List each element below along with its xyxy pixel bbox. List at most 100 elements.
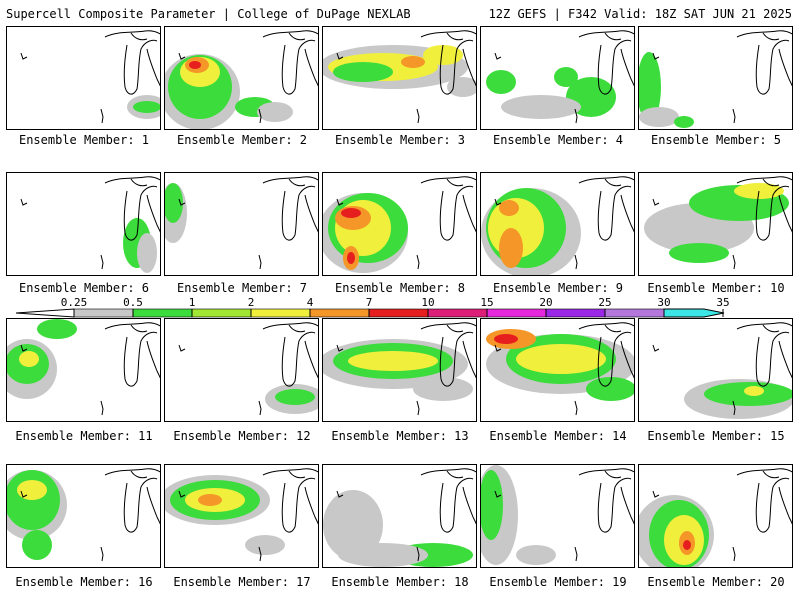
coast-mark [416, 400, 420, 416]
panel-label: Ensemble Member: 3 [334, 133, 466, 147]
ensemble-map-panel [638, 464, 793, 568]
lake-outline [604, 324, 622, 333]
ensemble-map-panel [322, 318, 477, 422]
colorbar-tick-label: 25 [598, 296, 611, 309]
map-canvas [486, 322, 634, 416]
coast-mark [258, 400, 262, 416]
ensemble-map-panel [6, 318, 161, 422]
scp-contour [323, 490, 383, 560]
panel-label: Ensemble Member: 6 [18, 281, 150, 295]
colorbar-segment [545, 308, 606, 318]
coast-mark [574, 546, 578, 562]
lake-outline [620, 340, 634, 379]
map-canvas [165, 176, 318, 270]
coast-mark [732, 254, 736, 270]
scp-contour [499, 228, 523, 268]
scp-contour [275, 389, 315, 405]
lake-outline [123, 331, 158, 387]
coast-mark [652, 52, 660, 60]
colorbar-tick-label: 35 [716, 296, 729, 309]
coast-mark [100, 546, 104, 562]
colorbar-segment [250, 308, 311, 318]
lake-outline [281, 331, 316, 387]
lake-outline [304, 48, 318, 87]
coast-mark [652, 344, 660, 352]
scp-contour [22, 530, 52, 560]
scp-contour [198, 494, 222, 506]
lake-outline [439, 331, 474, 387]
lake-outline [130, 324, 148, 333]
colorbar-below-arrow [15, 308, 75, 318]
coast-mark [416, 254, 420, 270]
map-canvas [7, 468, 160, 562]
map-canvas [639, 468, 792, 567]
scp-contour [245, 535, 285, 555]
lake-outline [146, 194, 160, 233]
coast-mark [416, 108, 420, 124]
scp-contour [338, 543, 428, 567]
map-canvas [323, 322, 476, 416]
lake-outline [736, 30, 792, 38]
map-canvas [7, 319, 160, 416]
scp-contour [481, 470, 503, 540]
lake-outline [462, 340, 476, 379]
coast-mark [100, 108, 104, 124]
scp-contour [19, 351, 39, 367]
lake-outline [597, 477, 632, 533]
map-title: Supercell Composite Parameter | College … [6, 7, 411, 21]
colorbar-segment [427, 308, 488, 318]
lake-outline [578, 322, 634, 330]
scp-contour [17, 480, 47, 500]
coast-mark [258, 108, 262, 124]
colorbar-segment [132, 308, 193, 318]
lake-outline [604, 178, 622, 187]
lake-outline [762, 178, 780, 187]
panel-label: Ensemble Member: 16 [15, 575, 153, 589]
lake-outline [439, 477, 474, 533]
lake-outline [755, 185, 790, 241]
lake-outline [778, 48, 792, 87]
colorbar-segment [368, 308, 429, 318]
lake-outline [620, 48, 634, 87]
panel-label: Ensemble Member: 1 [18, 133, 150, 147]
coast-mark [258, 254, 262, 270]
ensemble-map-panel [164, 172, 319, 276]
scp-contour [423, 45, 463, 65]
lake-outline [420, 468, 476, 476]
lake-outline [446, 470, 464, 479]
colorbar-tick-label: 0.25 [61, 296, 88, 309]
colorbar-segment [663, 308, 725, 318]
panel-label: Ensemble Member: 13 [331, 429, 469, 443]
scp-contour [744, 386, 764, 396]
lake-outline [420, 30, 476, 38]
panel-label: Ensemble Member: 15 [647, 429, 785, 443]
lake-outline [778, 340, 792, 379]
coast-mark [494, 344, 502, 352]
lake-outline [755, 331, 790, 387]
lake-outline [130, 32, 148, 41]
map-canvas [323, 176, 476, 273]
scp-contour [669, 243, 729, 263]
scp-contour [341, 208, 361, 218]
map-canvas [178, 322, 318, 416]
scp-contour [516, 545, 556, 565]
coast-mark [732, 400, 736, 416]
coast-mark [494, 198, 502, 206]
scp-contour [413, 377, 473, 401]
panel-label: Ensemble Member: 12 [173, 429, 311, 443]
scp-contour [165, 183, 183, 223]
lake-outline [597, 331, 632, 387]
ensemble-map-panel [164, 26, 319, 130]
scp-contour [401, 56, 425, 68]
coast-mark [100, 254, 104, 270]
lake-outline [736, 322, 792, 330]
lake-outline [146, 486, 160, 525]
coast-mark [20, 344, 28, 352]
lake-outline [262, 176, 318, 184]
map-canvas [652, 322, 792, 419]
colorbar-tick-label: 0.5 [123, 296, 143, 309]
lake-outline [104, 322, 160, 330]
lake-outline [420, 322, 476, 330]
map-canvas [20, 176, 160, 273]
ensemble-map-panel [638, 26, 793, 130]
